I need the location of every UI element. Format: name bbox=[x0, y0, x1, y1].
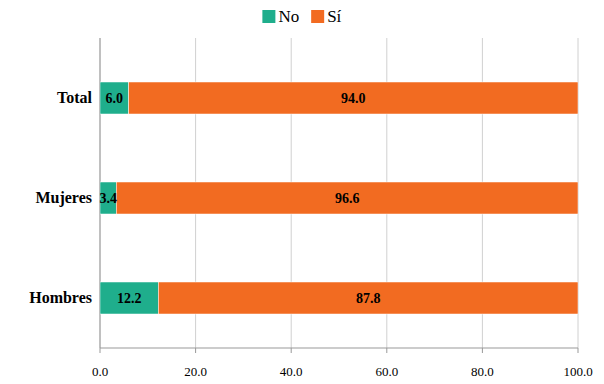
chart-container: Total Mujeres Hombres 0.0 20.0 40.0 60.0 80.0 10… bbox=[0, 0, 604, 384]
bar-segment bbox=[100, 82, 129, 114]
tick-mark bbox=[578, 348, 579, 353]
grid bbox=[100, 38, 578, 353]
tick-label: 100.0 bbox=[563, 364, 592, 379]
tick-mark bbox=[100, 348, 101, 353]
bar-segment bbox=[100, 282, 158, 314]
data-label: 87.8 bbox=[356, 291, 381, 306]
legend-swatch bbox=[262, 10, 275, 23]
x-axis-line bbox=[100, 348, 578, 349]
data-label: 6.0 bbox=[106, 91, 124, 106]
data-label: 94.0 bbox=[341, 91, 366, 106]
tick-mark bbox=[291, 348, 292, 353]
data-label: 3.4 bbox=[99, 191, 117, 206]
legend-label: Sí bbox=[327, 7, 341, 26]
bars bbox=[100, 82, 578, 314]
tick-label: 40.0 bbox=[280, 364, 303, 379]
tick-label: 80.0 bbox=[471, 364, 494, 379]
legend-swatch bbox=[311, 10, 324, 23]
data-labels: 6.0 94.0 3.4 96.6 12.2 87.8 bbox=[99, 91, 380, 306]
bar-segment bbox=[129, 82, 578, 114]
category-label: Mujeres bbox=[35, 189, 92, 207]
data-label: 12.2 bbox=[117, 291, 142, 306]
bar-segment bbox=[158, 282, 578, 314]
legend-label: No bbox=[278, 7, 299, 26]
category-label: Hombres bbox=[29, 289, 92, 306]
tick-mark bbox=[482, 348, 483, 353]
legend: No Sí bbox=[262, 7, 341, 26]
tick-label: 60.0 bbox=[375, 364, 398, 379]
data-label: 96.6 bbox=[335, 191, 360, 206]
category-label: Total bbox=[57, 89, 93, 106]
bar-segment bbox=[116, 182, 578, 214]
tick-mark bbox=[195, 348, 196, 353]
chart-svg: Total Mujeres Hombres 0.0 20.0 40.0 60.0 80.0 10… bbox=[0, 0, 604, 384]
tick-label: 0.0 bbox=[92, 364, 108, 379]
tick-mark bbox=[386, 348, 387, 353]
tick-label: 20.0 bbox=[184, 364, 207, 379]
bar-segment bbox=[100, 182, 116, 214]
